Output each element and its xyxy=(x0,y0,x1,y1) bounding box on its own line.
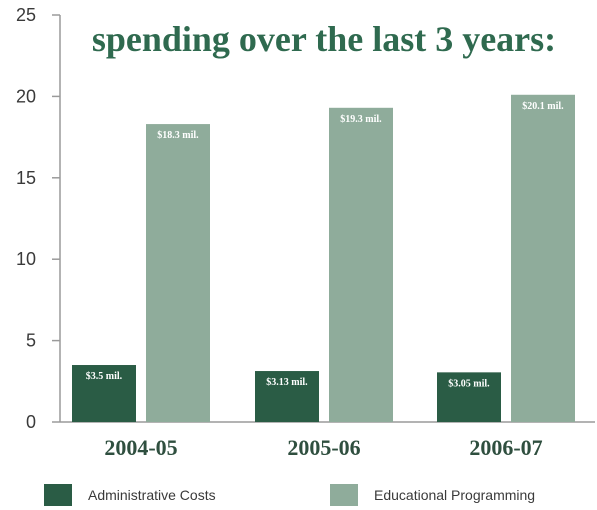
legend-label: Educational Programming xyxy=(374,487,535,503)
bar-administrative-costs-2005-06 xyxy=(255,371,319,422)
legend-swatch xyxy=(44,484,72,506)
bar-administrative-costs-2004-05 xyxy=(72,365,136,422)
bars: $3.5 mil. $18.3 mil. $3.13 mil. $19.3 mil. $… xyxy=(72,94,575,423)
x-tick-labels: 2004-05 2005-06 2006-07 xyxy=(104,435,542,460)
x-tick-label: 2005-06 xyxy=(287,435,360,460)
bar-administrative-costs-2006-07 xyxy=(437,372,501,422)
bar-data-label: $19.3 mil. xyxy=(340,114,382,125)
bar-data-label: $3.13 mil. xyxy=(266,377,308,388)
bar-data-label: $3.05 mil. xyxy=(448,378,490,389)
bar-data-label: $18.3 mil. xyxy=(157,130,199,141)
x-tick-label: 2006-07 xyxy=(469,435,542,460)
legend-swatch xyxy=(330,484,358,506)
bar-educational-programming-2006-07 xyxy=(511,94,575,422)
legend-label: Administrative Costs xyxy=(88,487,216,503)
y-tick-label: 5 xyxy=(26,331,36,351)
legend: Administrative Costs Educational Programm… xyxy=(44,484,535,506)
y-tick-label: 15 xyxy=(16,168,36,188)
y-tick-label: 20 xyxy=(16,86,36,106)
y-tick-label: 10 xyxy=(16,249,36,269)
bar-data-label: $3.5 mil. xyxy=(86,371,123,382)
y-tick-label: 25 xyxy=(16,5,36,25)
x-tick-label: 2004-05 xyxy=(104,435,177,460)
bar-educational-programming-2004-05 xyxy=(146,124,210,423)
y-tick-label: 0 xyxy=(26,412,36,432)
chart-title: spending over the last 3 years: xyxy=(92,19,556,59)
bar-educational-programming-2005-06 xyxy=(329,107,393,423)
bar-data-label: $20.1 mil. xyxy=(522,101,564,112)
